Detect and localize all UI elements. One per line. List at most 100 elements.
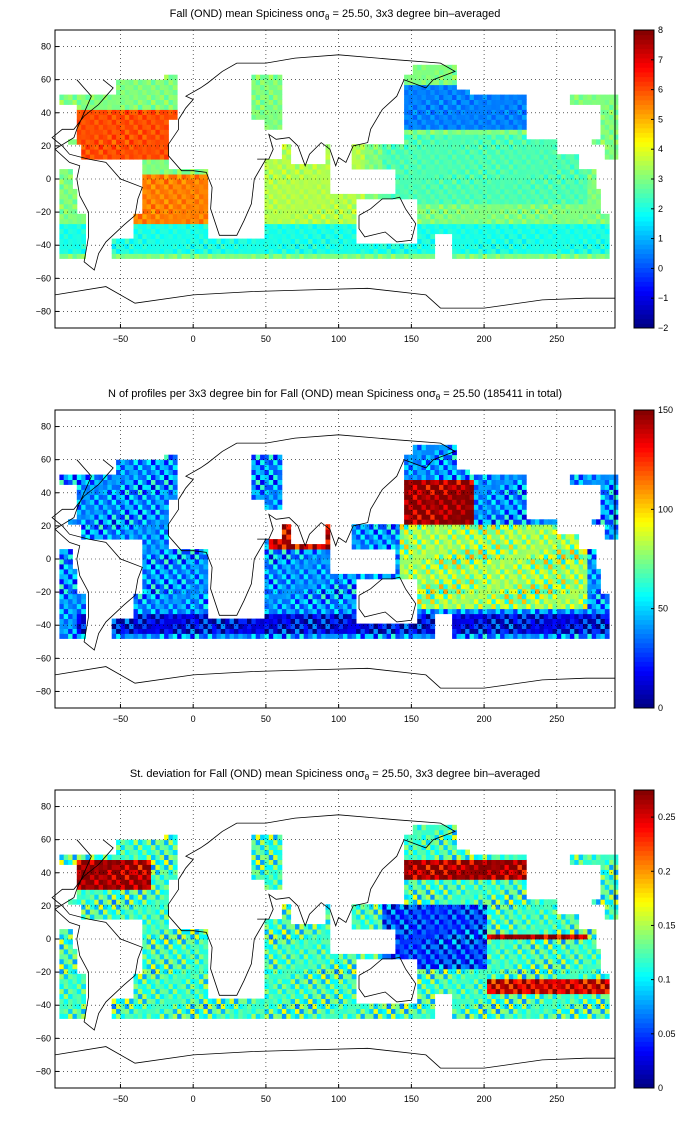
heatmap-cell xyxy=(583,188,588,195)
heatmap-cell xyxy=(151,198,156,205)
heatmap-cell xyxy=(408,514,414,520)
heatmap-cell xyxy=(517,544,523,550)
heatmap-cell xyxy=(439,564,444,570)
heatmap-cell xyxy=(325,568,331,575)
heatmap-cell xyxy=(395,534,401,540)
heatmap-cell xyxy=(491,134,497,140)
heatmap-cell xyxy=(185,554,191,560)
heatmap-cell xyxy=(439,559,444,565)
heatmap-cell xyxy=(491,623,497,629)
heatmap-cell xyxy=(164,149,169,155)
heatmap-cell xyxy=(137,154,143,160)
heatmap-cell xyxy=(482,238,488,244)
heatmap-cell xyxy=(251,248,257,254)
heatmap-cell xyxy=(600,129,606,135)
heatmap-cell xyxy=(155,549,161,555)
heatmap-cell xyxy=(151,174,156,180)
heatmap-cell xyxy=(281,534,287,540)
x-tick-label: 250 xyxy=(549,334,564,344)
heatmap-cell xyxy=(487,588,492,595)
heatmap-cell xyxy=(421,573,427,580)
heatmap-cell xyxy=(460,184,466,190)
heatmap-cell xyxy=(286,228,292,235)
heatmap-cell xyxy=(434,64,440,71)
heatmap-cell xyxy=(495,144,501,150)
heatmap-cell xyxy=(59,583,65,590)
heatmap-cell xyxy=(203,193,209,200)
heatmap-cell xyxy=(495,238,501,244)
heatmap-cell xyxy=(434,568,440,575)
heatmap-cell xyxy=(151,99,156,105)
heatmap-cell xyxy=(142,159,148,165)
heatmap-cell xyxy=(386,623,392,629)
heatmap-cell xyxy=(251,84,257,90)
heatmap-cell xyxy=(452,213,457,220)
heatmap-cell xyxy=(478,623,484,629)
heatmap-cell xyxy=(203,228,209,235)
heatmap-cell xyxy=(129,144,134,150)
heatmap-cell xyxy=(456,539,462,545)
heatmap-cell xyxy=(281,618,287,624)
heatmap-cell xyxy=(408,89,414,95)
heatmap-cell xyxy=(299,184,305,190)
heatmap-cell xyxy=(434,559,440,565)
heatmap-cell xyxy=(404,174,409,180)
heatmap-cell xyxy=(543,169,549,175)
heatmap-cell xyxy=(76,613,82,619)
heatmap-cell xyxy=(120,79,126,86)
heatmap-cell xyxy=(500,623,505,629)
heatmap-cell xyxy=(456,608,462,615)
heatmap-cell xyxy=(229,238,235,244)
heatmap-cell xyxy=(443,139,449,145)
heatmap-cell xyxy=(164,238,169,244)
heatmap-cell xyxy=(382,193,388,200)
heatmap-cell xyxy=(391,544,396,550)
heatmap-cell xyxy=(133,89,139,95)
heatmap-cell xyxy=(587,628,593,634)
heatmap-cell xyxy=(543,164,549,170)
heatmap-cell xyxy=(329,583,335,590)
heatmap-cell xyxy=(286,218,292,225)
heatmap-cell xyxy=(181,559,187,565)
heatmap-cell xyxy=(421,144,427,150)
heatmap-cell xyxy=(76,104,82,110)
heatmap-cell xyxy=(164,84,169,90)
heatmap-cell xyxy=(526,139,532,145)
heatmap-cell xyxy=(521,134,527,140)
heatmap-cell xyxy=(539,524,545,530)
heatmap-cell xyxy=(491,198,497,205)
heatmap-cell xyxy=(159,84,165,90)
heatmap-cell xyxy=(539,233,545,239)
heatmap-cell xyxy=(316,179,322,185)
heatmap-cell xyxy=(548,228,553,235)
heatmap-cell xyxy=(434,79,440,86)
heatmap-cell xyxy=(460,623,466,629)
heatmap-cell xyxy=(386,628,392,634)
heatmap-cell xyxy=(308,213,313,220)
heatmap-cell xyxy=(308,573,313,580)
heatmap-cell xyxy=(465,564,470,570)
heatmap-cell xyxy=(596,588,601,595)
heatmap-cell xyxy=(316,554,322,560)
heatmap-cell xyxy=(142,529,148,535)
heatmap-cell xyxy=(308,169,313,175)
heatmap-cell xyxy=(596,519,601,525)
heatmap-cell xyxy=(561,613,566,619)
heatmap-cell xyxy=(508,549,514,555)
heatmap-cell xyxy=(373,159,379,165)
heatmap-cell xyxy=(478,588,484,595)
heatmap-cell xyxy=(172,253,178,259)
heatmap-cell xyxy=(425,64,431,71)
heatmap-cell xyxy=(478,228,484,235)
heatmap-cell xyxy=(574,233,580,239)
heatmap-cell xyxy=(569,193,575,200)
heatmap-cell xyxy=(308,568,313,575)
heatmap-cell xyxy=(303,588,309,595)
heatmap-cell xyxy=(177,559,182,565)
heatmap-cell xyxy=(521,248,527,254)
heatmap-cell xyxy=(530,223,536,230)
heatmap-cell xyxy=(168,99,174,105)
heatmap-cell xyxy=(308,544,313,550)
heatmap-cell xyxy=(609,534,614,540)
heatmap-cell xyxy=(151,213,156,220)
